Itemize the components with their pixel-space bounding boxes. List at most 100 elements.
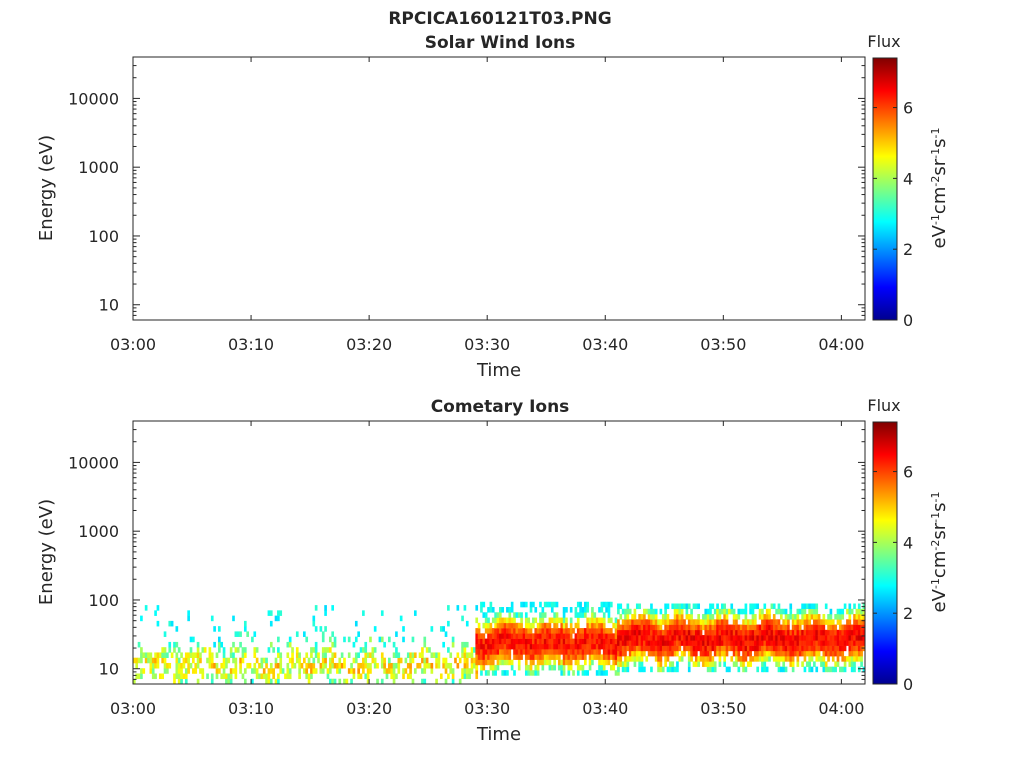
spectrogram-cell	[614, 633, 618, 639]
spectrogram-cell	[706, 629, 710, 636]
spectrogram-cell	[718, 656, 722, 662]
spectrogram-cell	[395, 673, 398, 680]
spectrogram-cell	[761, 635, 764, 641]
spectrogram-cell	[506, 633, 509, 639]
spectrogram-cell	[598, 654, 601, 660]
spectrogram-cell	[494, 612, 497, 618]
spectrogram-cell	[196, 652, 200, 658]
spectrogram-cell	[501, 633, 505, 639]
spectrogram-cell	[805, 614, 809, 620]
spectrogram-cell	[735, 635, 738, 641]
spectrogram-cell	[647, 629, 651, 636]
spectrogram-cell	[328, 657, 332, 664]
spectrogram-cell	[553, 649, 556, 655]
spectrogram-cell	[484, 638, 488, 645]
spectrogram-cell	[716, 635, 719, 641]
spectrogram-cell	[501, 628, 505, 634]
spectrogram-cell	[595, 617, 599, 624]
spectrogram-cell	[862, 614, 865, 620]
spectrogram-cell	[683, 629, 686, 636]
spectrogram-cell	[652, 619, 656, 625]
spectrogram-cell	[574, 659, 578, 666]
spectrogram-cell	[194, 662, 198, 669]
spectrogram-cell	[643, 629, 646, 636]
spectrogram-cell	[527, 670, 530, 676]
spectrogram-cell	[718, 614, 722, 620]
spectrogram-cell	[839, 635, 842, 641]
spectrogram-cell	[482, 601, 486, 608]
spectrogram-cell	[850, 650, 854, 657]
spectrogram-cell	[846, 619, 849, 625]
spectrogram-cell	[366, 673, 370, 680]
spectrogram-cell	[813, 661, 816, 667]
spectrogram-cell	[796, 640, 800, 646]
spectrogram-cell	[732, 650, 736, 657]
spectrogram-cell	[635, 645, 639, 652]
spectrogram-cell	[841, 656, 845, 662]
spectrogram-cell	[758, 629, 762, 636]
spectrogram-cell	[251, 678, 254, 684]
spectrogram-cell	[232, 615, 235, 622]
spectrogram-cell	[220, 673, 224, 680]
spectrogram-cell	[399, 657, 403, 664]
spectrogram-cell	[730, 603, 734, 610]
spectrogram-cell	[694, 661, 698, 667]
spectrogram-cell	[303, 631, 306, 637]
spectrogram-cell	[775, 635, 778, 641]
spectrogram-cell	[789, 656, 793, 662]
spectrogram-cell	[602, 670, 606, 676]
spectrogram-cell	[149, 652, 153, 658]
spectrogram-cell	[229, 673, 233, 680]
spectrogram-cell	[506, 622, 509, 629]
spectrogram-cell	[234, 657, 238, 664]
spectrogram-cell	[777, 650, 781, 657]
spectrogram-cell	[720, 619, 724, 625]
spectrogram-cell	[704, 640, 708, 646]
spectrogram-cell	[380, 662, 384, 669]
spectrogram-cell	[829, 619, 833, 625]
x-tick-label: 03:30	[464, 335, 510, 354]
spectrogram-cell	[546, 633, 549, 639]
spectrogram-cell	[669, 666, 672, 673]
colorbar-tick-label: 2	[903, 604, 913, 623]
spectrogram-cell	[626, 603, 630, 610]
spectrogram-cell	[796, 624, 800, 631]
spectrogram-cell	[274, 615, 278, 622]
spectrogram-cell	[805, 640, 809, 646]
spectrogram-cell	[409, 657, 412, 664]
spectrogram-cell	[187, 610, 190, 616]
spectrogram-cell	[548, 628, 552, 634]
spectrogram-cell	[154, 673, 157, 680]
spectrogram-cell	[791, 656, 795, 662]
spectrogram-cell	[862, 635, 865, 641]
spectrogram-cell	[746, 619, 750, 625]
spectrogram-cell	[539, 659, 542, 666]
spectrogram-cell	[187, 657, 190, 664]
spectrogram-cell	[652, 650, 656, 657]
spectrogram-cell	[763, 640, 767, 646]
spectrogram-cell	[385, 668, 389, 674]
spectrogram-cell	[506, 670, 509, 676]
spectrogram-cell	[650, 629, 653, 636]
spectrogram-cell	[543, 643, 547, 650]
spectrogram-cell	[711, 656, 715, 662]
spectrogram-cell	[609, 654, 613, 660]
spectrogram-cell	[482, 612, 486, 618]
spectrogram-cell	[751, 614, 755, 620]
spectrogram-cell	[184, 668, 188, 674]
spectrogram-cell	[784, 619, 788, 625]
spectrogram-cell	[730, 645, 734, 652]
spectrogram-cell	[156, 662, 160, 669]
spectrogram-cell	[253, 668, 257, 674]
spectrogram-cell	[855, 650, 859, 657]
spectrogram-cell	[588, 664, 592, 671]
spectrogram-cell	[569, 607, 573, 613]
spectrogram-cell	[595, 649, 599, 655]
spectrogram-cell	[550, 601, 554, 608]
spectrogram-cell	[572, 643, 575, 650]
spectrogram-cell	[168, 641, 172, 648]
spectrogram-cell	[562, 659, 566, 666]
spectrogram-cell	[425, 647, 429, 653]
spectrogram-cell	[529, 659, 533, 666]
spectrogram-cell	[232, 657, 235, 664]
